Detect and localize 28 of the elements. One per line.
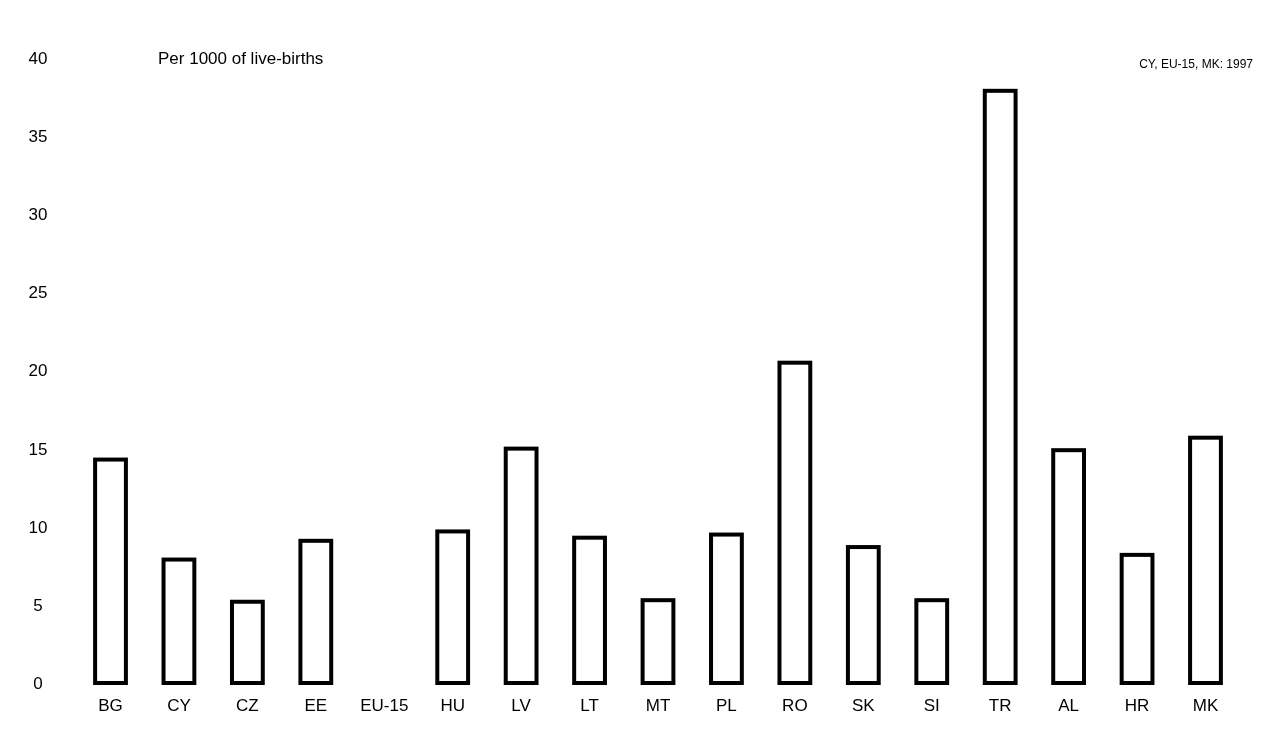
x-tick-label: BG [98, 696, 123, 715]
y-tick-label: 0 [33, 673, 43, 693]
x-tick-label: CY [167, 696, 191, 715]
y-tick-label: 5 [33, 595, 43, 615]
y-tick-label: 40 [28, 48, 48, 68]
y-axis-title: Per 1000 of live-births [158, 48, 324, 68]
y-tick-label: 20 [28, 361, 48, 381]
x-tick-label: EU-15 [360, 696, 409, 715]
x-tick-label: MT [645, 696, 671, 715]
x-tick-label: CZ [236, 696, 259, 715]
x-tick-label: RO [782, 696, 808, 715]
annotation: CY, EU-15, MK: 1997 [1139, 57, 1254, 71]
y-tick-label: 30 [28, 205, 48, 225]
y-tick-label: 10 [28, 517, 48, 537]
x-tick-label: TR [988, 696, 1012, 715]
x-tick-label: SI [923, 696, 940, 715]
x-tick-label: HR [1124, 696, 1150, 715]
x-tick-label: MK [1192, 696, 1219, 715]
x-tick-label: EE [304, 696, 328, 715]
y-tick-label: 25 [28, 283, 48, 303]
x-tick-label: PL [716, 696, 737, 715]
y-tick-label: 35 [28, 127, 48, 147]
x-tick-label: SK [851, 696, 876, 715]
x-tick-label: LV [511, 696, 532, 715]
x-tick-label: LT [580, 696, 599, 715]
x-tick-label: AL [1058, 696, 1080, 715]
x-tick-label: HU [440, 696, 465, 715]
y-tick-label: 15 [28, 439, 48, 459]
